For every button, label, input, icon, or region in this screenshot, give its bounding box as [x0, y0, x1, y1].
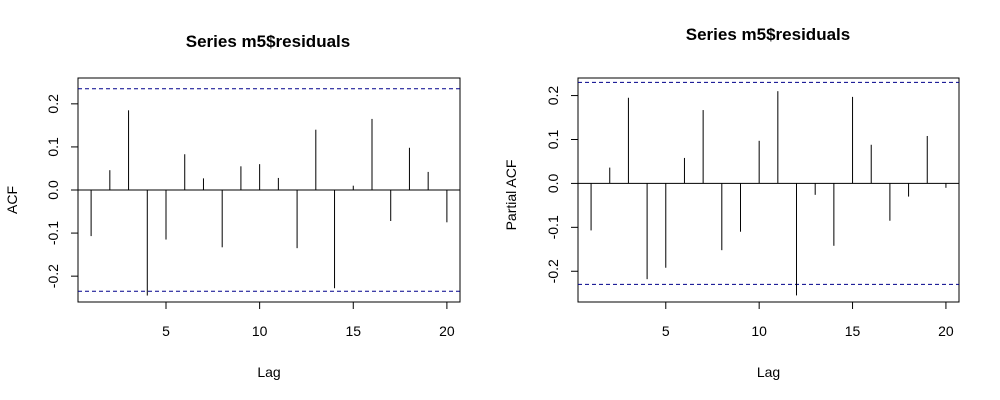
pacf-x-tick-label-15: 15: [845, 323, 861, 339]
acf-x-axis-label: Lag: [257, 364, 280, 380]
pacf-y-tick-label-1: -0.1: [545, 215, 561, 239]
acf-title: Series m5$residuals: [186, 32, 350, 51]
acf-x-tick-label-20: 20: [439, 323, 455, 339]
pacf-title: Series m5$residuals: [686, 25, 850, 44]
pacf-y-tick-label-2: 0.0: [545, 173, 561, 193]
pacf-x-tick-label-5: 5: [662, 323, 670, 339]
pacf-chart: Series m5$residuals 5 10 15 20 -0.2 -0.1 0.0 0.1…: [503, 25, 960, 380]
acf-y-axis-label: ACF: [4, 186, 20, 214]
pacf-y-tick-label-0: -0.2: [545, 259, 561, 283]
acf-chart-panel: Series m5$residuals 5 10 15 20 -0.2 -0.1 0.0 0.1…: [4, 32, 461, 380]
pacf-y-tick-label-4: 0.2: [545, 86, 561, 106]
pacf-y-axis-label: Partial ACF: [503, 160, 519, 231]
acf-x-tick-label-5: 5: [162, 323, 170, 339]
acf-y-tick-label-0: -0.2: [45, 264, 61, 288]
pacf-chart-panel: Series m5$residuals 5 10 15 20 -0.2 -0.1 0.0 0.1…: [500, 0, 1000, 400]
acf-y-tick-label-1: -0.1: [45, 221, 61, 245]
pacf-x-tick-label-20: 20: [938, 323, 954, 339]
acf-y-tick-label-2: 0.0: [45, 180, 61, 200]
acf-y-tick-label-3: 0.1: [45, 137, 61, 157]
pacf-x-axis-label: Lag: [757, 364, 780, 380]
pacf-x-tick-label-10: 10: [751, 323, 767, 339]
acf-chart: Series m5$residuals 5 10 15 20 -0.2 -0.1 0.0 0.1…: [4, 32, 461, 380]
acf-y-tick-label-4: 0.2: [45, 94, 61, 114]
pacf-y-tick-label-3: 0.1: [545, 130, 561, 150]
pacf-plot-frame: [577, 77, 960, 303]
acf-x-tick-label-15: 15: [345, 323, 361, 339]
acf-x-tick-label-10: 10: [252, 323, 268, 339]
